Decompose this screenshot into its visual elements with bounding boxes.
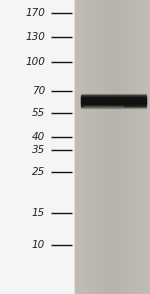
Bar [81,99,146,101]
Text: 35: 35 [32,145,45,155]
Bar [84,0,86,294]
Bar [144,0,146,294]
Bar [142,0,144,294]
Bar [81,102,146,103]
Bar [81,103,146,104]
Bar [126,0,127,294]
Bar [75,0,150,294]
Bar [81,98,146,100]
Bar [109,0,111,294]
Bar [112,0,114,294]
Bar [81,101,146,102]
Bar [81,95,146,96]
Bar [111,0,112,294]
Bar [141,0,142,294]
Bar [131,0,133,294]
Text: 100: 100 [25,57,45,67]
Bar [116,0,118,294]
Bar [105,0,107,294]
Bar [81,106,146,107]
Bar [84,106,123,107]
Bar [81,104,146,105]
Text: 25: 25 [32,167,45,177]
Bar [81,105,146,106]
Bar [96,0,98,294]
Bar [90,0,92,294]
Bar [99,0,101,294]
Bar [86,0,88,294]
Bar [103,0,105,294]
Bar [81,97,146,98]
Bar [120,0,122,294]
Bar [94,0,96,294]
Bar [82,0,84,294]
Bar [81,98,146,99]
Text: 130: 130 [25,32,45,42]
Bar [135,0,137,294]
Bar [77,0,79,294]
Bar [129,0,131,294]
Bar [0,0,75,294]
Bar [81,101,146,102]
Bar [81,104,146,106]
Bar [107,0,109,294]
Bar [98,0,99,294]
Bar [88,0,90,294]
Bar [146,0,148,294]
Bar [79,0,81,294]
Bar [81,97,146,98]
Text: 15: 15 [32,208,45,218]
Bar [101,0,103,294]
Bar [114,0,116,294]
Bar [92,0,94,294]
Bar [128,0,129,294]
Bar [81,95,146,96]
Bar [81,96,146,97]
Text: 40: 40 [32,132,45,142]
Bar [81,0,82,294]
Bar [81,106,146,108]
Bar [81,103,146,104]
Bar [124,0,126,294]
Bar [122,0,124,294]
Bar [118,0,120,294]
Bar [81,94,146,95]
Bar [137,0,139,294]
Bar [148,0,150,294]
Bar [139,0,141,294]
Text: 170: 170 [25,8,45,18]
Text: 10: 10 [32,240,45,250]
Bar [81,100,146,101]
Bar [75,0,77,294]
Text: 70: 70 [32,86,45,96]
Text: 55: 55 [32,108,45,118]
Bar [133,0,135,294]
